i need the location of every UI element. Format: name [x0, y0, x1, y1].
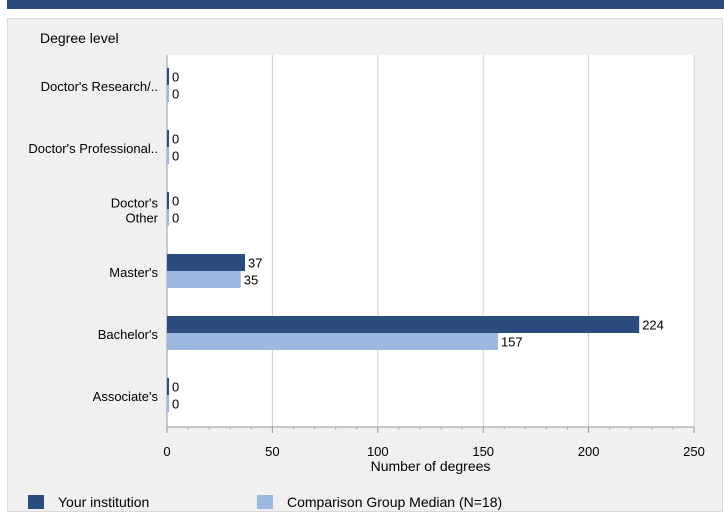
bar-comparison [167, 209, 169, 226]
category-label: Other [125, 211, 158, 226]
y-axis-title: Degree level [40, 30, 119, 46]
legend-item-series-2: Comparison Group Median (N=18) [257, 490, 502, 514]
bar-comparison [167, 395, 169, 412]
category-label: Master's [109, 265, 158, 280]
data-label: 0 [172, 70, 179, 85]
data-label: 0 [172, 194, 179, 209]
legend-item-series-1: Your institution [28, 490, 149, 514]
bar-institution [167, 68, 169, 85]
legend-label-series-2: Comparison Group Median (N=18) [287, 494, 503, 510]
bar-institution [167, 192, 169, 209]
legend-swatch-series-1 [28, 495, 44, 509]
legend: Your institution Comparison Group Median… [0, 490, 724, 514]
data-label: 37 [248, 256, 262, 271]
legend-label-series-1: Your institution [58, 494, 150, 510]
data-label: 157 [501, 335, 523, 350]
data-label: 0 [172, 132, 179, 147]
x-tick-label: 150 [472, 444, 494, 459]
header-accent-bar [7, 0, 724, 9]
category-label: Associate's [93, 389, 159, 404]
data-label: 0 [172, 149, 179, 164]
bar-comparison [167, 85, 169, 102]
data-label: 0 [172, 87, 179, 102]
category-label: Doctor's Research/.. [41, 79, 158, 94]
x-tick-label: 0 [163, 444, 170, 459]
x-tick-label: 100 [367, 444, 389, 459]
bar-institution [167, 254, 245, 271]
data-label: 224 [642, 318, 664, 333]
category-label: Doctor's [111, 196, 159, 211]
data-label: 0 [172, 380, 179, 395]
category-label: Doctor's Professional.. [28, 141, 158, 156]
x-tick-label: 50 [265, 444, 279, 459]
data-label: 0 [172, 397, 179, 412]
x-axis-title: Number of degrees [370, 458, 491, 474]
legend-swatch-series-2 [257, 495, 273, 509]
bar-institution [167, 130, 169, 147]
plot-area [167, 55, 694, 427]
x-tick-label: 250 [683, 444, 705, 459]
data-label: 35 [244, 273, 258, 288]
category-label: Bachelor's [98, 327, 159, 342]
bar-comparison [167, 147, 169, 164]
bar-institution [167, 378, 169, 395]
data-label: 0 [172, 211, 179, 226]
bar-comparison [167, 333, 498, 350]
bar-comparison [167, 271, 241, 288]
bar-institution [167, 316, 640, 333]
x-tick-label: 200 [578, 444, 600, 459]
